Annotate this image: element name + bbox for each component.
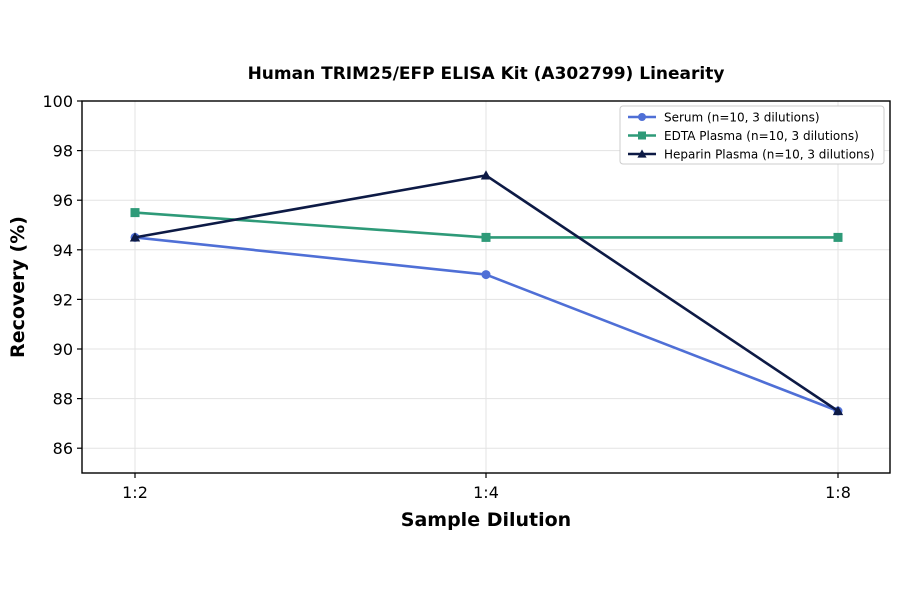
y-tick-label: 96 — [53, 191, 73, 210]
series-2 — [130, 208, 843, 242]
y-tick-label: 86 — [53, 439, 73, 458]
series-3 — [129, 170, 844, 416]
tick-layer: 86 88 90 92 94 96 98 100 1:2 1:4 1:8 — [42, 92, 850, 502]
data-point — [130, 208, 140, 218]
data-point — [833, 232, 843, 242]
y-tick-label: 94 — [53, 241, 73, 260]
y-tick-label: 92 — [53, 290, 73, 309]
legend-item: Serum (n=10, 3 dilutions) — [628, 111, 820, 125]
data-point — [481, 270, 491, 280]
x-tick-label: 1:4 — [473, 483, 499, 502]
data-point — [480, 170, 492, 180]
legend-box — [619, 105, 885, 165]
data-point — [638, 113, 646, 121]
y-axis-label: Recovery (%) — [7, 216, 29, 358]
x-tick-label: 1:2 — [122, 483, 148, 502]
data-point — [129, 232, 141, 242]
data-point — [481, 232, 491, 242]
data-point — [638, 131, 646, 140]
legend: Serum (n=10, 3 dilutions) EDTA Plasma (n=… — [619, 105, 885, 165]
y-tick-label: 88 — [53, 390, 73, 409]
y-tick-label: 100 — [42, 92, 73, 111]
legend-label: Heparin Plasma (n=10, 3 dilutions) — [664, 148, 875, 162]
data-point — [832, 405, 844, 416]
series-layer — [129, 170, 844, 416]
data-point — [637, 149, 647, 158]
chart-title: Human TRIM25/EFP ELISA Kit (A302799) Lin… — [248, 64, 725, 84]
x-axis-label: Sample Dilution — [401, 509, 571, 531]
y-tick-label: 98 — [53, 142, 73, 161]
legend-label: Serum (n=10, 3 dilutions) — [664, 111, 820, 125]
legend-item: Heparin Plasma (n=10, 3 dilutions) — [628, 148, 875, 162]
legend-label: EDTA Plasma (n=10, 3 dilutions) — [664, 129, 859, 143]
legend-item: EDTA Plasma (n=10, 3 dilutions) — [628, 129, 859, 143]
y-tick-label: 90 — [53, 340, 73, 359]
x-tick-label: 1:8 — [825, 483, 851, 502]
